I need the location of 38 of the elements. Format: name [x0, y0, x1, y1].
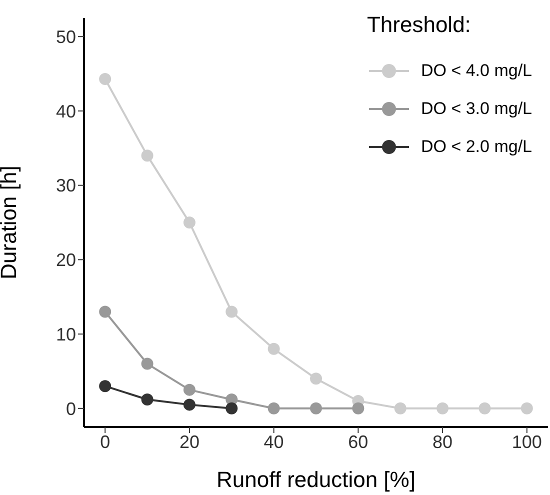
point — [520, 402, 533, 414]
point — [226, 306, 238, 318]
x-tick-label: 100 — [512, 432, 542, 452]
y-tick-label: 40 — [56, 101, 76, 122]
legend-label: DO < 2.0 mg/L — [420, 137, 532, 157]
x-tick-label: 60 — [348, 432, 368, 452]
point — [141, 150, 154, 162]
point — [183, 398, 196, 411]
legend-label: DO < 4.0 mg/L — [420, 61, 532, 81]
point — [310, 372, 322, 385]
point — [141, 393, 154, 406]
legend-title: Threshold: — [366, 12, 472, 38]
y-tick-label: 20 — [56, 250, 76, 270]
point — [183, 216, 196, 228]
x-tick-label: 40 — [264, 432, 284, 452]
y-axis-title: Duration [h] — [0, 166, 21, 280]
point — [183, 384, 196, 396]
point — [99, 306, 112, 318]
x-axis-title: Runoff reduction [%] — [216, 467, 416, 492]
y-tick-label: 50 — [56, 26, 76, 47]
x-tick-label: 20 — [179, 432, 200, 452]
point — [436, 402, 449, 414]
point — [478, 402, 491, 414]
point — [226, 402, 238, 414]
legend-label: DO < 3.0 mg/L — [420, 99, 532, 119]
point — [99, 72, 112, 85]
y-tick-label: 30 — [56, 176, 76, 196]
point — [394, 402, 406, 414]
x-tick-label: 80 — [432, 432, 453, 452]
point — [99, 380, 112, 392]
point — [268, 402, 280, 414]
point — [268, 342, 280, 355]
y-tick-label: 0 — [66, 398, 76, 419]
point — [141, 358, 154, 370]
point — [352, 402, 364, 414]
y-tick-label: 10 — [56, 324, 76, 344]
point — [310, 402, 322, 414]
x-tick-label: 0 — [100, 432, 110, 452]
